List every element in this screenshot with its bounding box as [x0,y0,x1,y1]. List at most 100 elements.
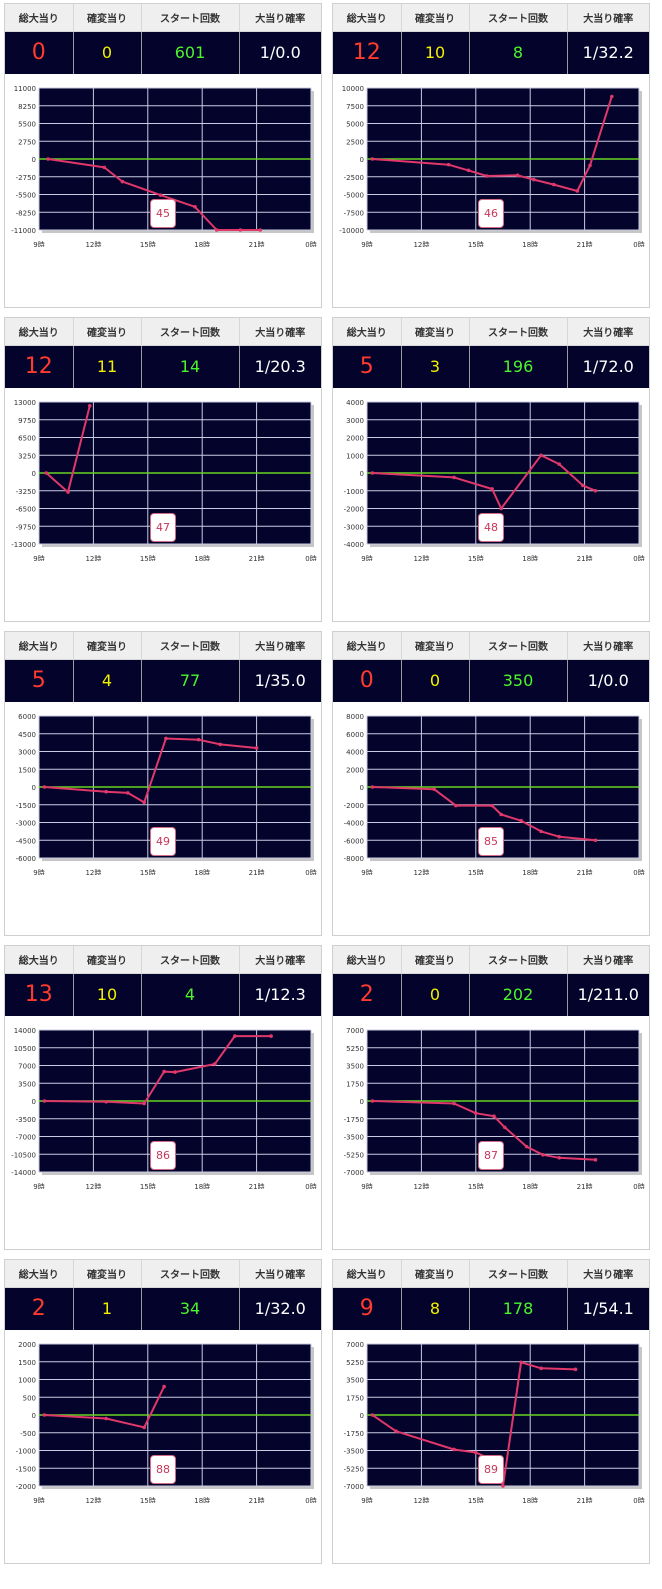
y-tick-label: 3500 [18,1080,36,1088]
series-line [372,454,596,510]
machine-number-link[interactable]: 89 [478,1455,504,1484]
y-tick-label: 1750 [346,1080,364,1088]
data-point [370,471,375,475]
stats-header-row: 総大当り 確変当り スタート回数 大当り確率 [5,1260,321,1288]
y-tick-label: -4500 [16,837,36,845]
payout-chart: 8000 6000 4000 2000 0 -2000 -4000 -6000 -8000 9時 1… [344,713,645,875]
y-tick-label: 0 [32,784,36,792]
y-tick-label: -7000 [344,1483,364,1491]
payout-chart: 4000 3000 2000 1000 0 -1000 -2000 -3000 -4000 9時 1… [344,399,645,561]
x-tick-label: 15時 [468,1183,484,1189]
machine-number-link[interactable]: 88 [150,1455,176,1484]
hit-probability-value: 1/211.0 [567,973,649,1016]
x-tick-label: 21時 [249,1183,265,1189]
data-point [196,737,201,742]
machine-card: 総大当り 確変当り スタート回数 大当り確率 9 8 178 1/54.1 7000 5250 35… [332,1259,650,1564]
kakuhen-hits-value: 3 [401,345,470,388]
data-point [104,1416,108,1421]
data-point [162,1069,166,1074]
payout-chart: 11000 8250 5500 2750 0 -2750 -5500 -8250 -11000 9… [11,85,317,247]
y-tick-label: 2500 [346,138,364,146]
data-point [164,736,168,741]
header-kakuhen-hits: 確変当り [401,632,470,660]
x-tick-label: 15時 [468,241,484,247]
stats-table: 総大当り 確変当り スタート回数 大当り確率 5 3 196 1/72.0 [333,318,649,388]
y-tick-label: 11000 [14,85,36,93]
y-tick-label: 1000 [18,1377,36,1385]
y-tick-label: -1750 [344,1430,364,1438]
total-hits-value: 5 [333,345,402,388]
y-tick-label: -6000 [344,837,364,845]
x-tick-label: 0時 [633,869,644,875]
header-start-count: スタート回数 [469,4,568,32]
y-tick-label: -10000 [339,227,364,235]
kakuhen-hits-value: 10 [73,973,142,1016]
machine-number-link[interactable]: 47 [150,513,176,542]
data-point [490,803,494,808]
data-point [524,1144,529,1149]
machine-number-link[interactable]: 48 [478,513,504,542]
kakuhen-hits-value: 1 [73,1287,142,1330]
data-point [42,785,47,789]
hit-probability-value: 1/20.3 [239,345,321,388]
header-hit-probability: 大当り確率 [567,4,649,32]
header-start-count: スタート回数 [469,1260,568,1288]
stats-header-row: 総大当り 確変当り スタート回数 大当り確率 [333,318,649,346]
total-hits-value: 5 [5,659,74,702]
x-tick-label: 0時 [305,241,316,247]
x-tick-label: 18時 [194,1497,210,1503]
machine-number-link[interactable]: 85 [478,827,504,856]
y-tick-label: 0 [32,1412,36,1420]
stats-table: 総大当り 確変当り スタート回数 大当り確率 12 10 8 1/32.2 [333,4,649,74]
y-tick-label: -7000 [344,1169,364,1177]
data-point [269,1034,273,1038]
data-point [557,834,562,839]
header-kakuhen-hits: 確変当り [73,318,142,346]
header-kakuhen-hits: 確変当り [401,1260,470,1288]
total-hits-value: 2 [5,1287,74,1330]
hit-probability-value: 1/72.0 [567,345,649,388]
machine-number-link[interactable]: 87 [478,1141,504,1170]
data-point [474,1111,478,1115]
y-tick-label: 3500 [346,1377,364,1385]
y-tick-label: -7500 [344,209,364,217]
header-hit-probability: 大当り確率 [239,946,321,974]
x-tick-label: 15時 [140,1497,156,1503]
x-tick-label: 12時 [413,555,429,561]
y-tick-label: 0 [360,784,364,792]
machine-number-link[interactable]: 46 [478,199,504,228]
machine-card: 総大当り 確変当り スタート回数 大当り確率 5 4 77 1/35.0 6000 4500 300… [4,631,322,936]
data-point [484,174,489,178]
x-tick-label: 9時 [361,241,372,247]
stats-header-row: 総大当り 確変当り スタート回数 大当り確率 [333,1260,649,1288]
data-point [213,1062,217,1066]
data-point [370,785,375,789]
hit-probability-value: 1/32.0 [239,1287,321,1330]
y-tick-label: 9750 [18,417,36,425]
data-point [454,803,458,808]
x-tick-label: 21時 [577,241,593,247]
data-point [499,506,503,511]
data-point [218,742,223,747]
machine-number-link[interactable]: 49 [150,827,176,856]
data-point [503,1125,507,1130]
stats-value-row: 5 3 196 1/72.0 [333,345,649,388]
stats-value-row: 12 11 14 1/20.3 [5,345,321,388]
data-point [499,812,503,817]
data-point [104,1099,108,1104]
machine-number-link[interactable]: 86 [150,1141,176,1170]
header-kakuhen-hits: 確変当り [401,4,470,32]
hit-probability-value: 1/35.0 [239,659,321,702]
data-point [575,189,580,193]
start-count-value: 8 [469,31,568,74]
x-tick-label: 0時 [633,1497,644,1503]
y-tick-label: -2500 [344,174,364,182]
machine-number-link[interactable]: 45 [150,199,176,228]
header-kakuhen-hits: 確変当り [73,632,142,660]
start-count-value: 196 [469,345,568,388]
x-tick-label: 9時 [33,1497,44,1503]
data-point [452,1447,456,1452]
stats-value-row: 0 0 350 1/0.0 [333,659,649,702]
data-point [394,1429,398,1434]
y-tick-label: 3250 [18,452,36,460]
